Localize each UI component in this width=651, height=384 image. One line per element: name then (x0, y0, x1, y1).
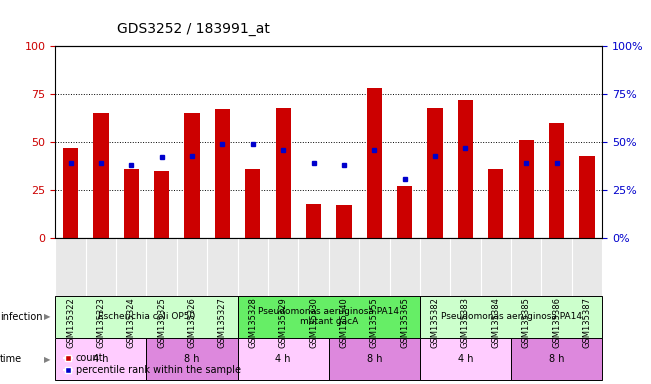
Bar (458, 100, 473, 238)
Text: Escherichia coli OP50: Escherichia coli OP50 (98, 312, 195, 321)
Bar (337, 205, 352, 238)
Bar (397, 186, 412, 238)
Bar (519, 140, 534, 238)
Bar (124, 169, 139, 238)
Bar (215, 109, 230, 238)
Bar (238, 296, 420, 338)
Text: GDS3252 / 183991_at: GDS3252 / 183991_at (117, 23, 270, 36)
Bar (55, 296, 238, 338)
Bar (420, 338, 511, 380)
Bar (93, 113, 109, 238)
Text: Pseudomonas aeruginosa PA14
mutant gacA: Pseudomonas aeruginosa PA14 mutant gacA (258, 307, 399, 326)
Text: time: time (0, 354, 22, 364)
Text: 8 h: 8 h (549, 354, 564, 364)
Text: 4 h: 4 h (458, 354, 473, 364)
Text: 4 h: 4 h (275, 354, 291, 364)
Bar (55, 338, 146, 380)
Bar (549, 123, 564, 238)
Bar (184, 113, 200, 238)
Bar (420, 296, 602, 338)
Text: 8 h: 8 h (367, 354, 382, 364)
Bar (146, 338, 238, 380)
Bar (63, 148, 78, 238)
Bar (367, 88, 382, 238)
Text: Pseudomonas aeruginosa PA14: Pseudomonas aeruginosa PA14 (441, 312, 581, 321)
Text: ▶: ▶ (44, 354, 51, 364)
Text: 8 h: 8 h (184, 354, 200, 364)
Bar (329, 338, 420, 380)
Bar (488, 169, 503, 238)
Bar (238, 338, 329, 380)
Legend: count, percentile rank within the sample: count, percentile rank within the sample (60, 349, 245, 379)
Bar (245, 169, 260, 238)
Bar (306, 204, 321, 238)
Bar (428, 108, 443, 238)
Bar (511, 338, 602, 380)
Text: 4 h: 4 h (93, 354, 109, 364)
Text: ▶: ▶ (44, 312, 51, 321)
Bar (579, 156, 594, 238)
Bar (154, 171, 169, 238)
Bar (275, 108, 291, 238)
Text: infection: infection (0, 312, 42, 322)
